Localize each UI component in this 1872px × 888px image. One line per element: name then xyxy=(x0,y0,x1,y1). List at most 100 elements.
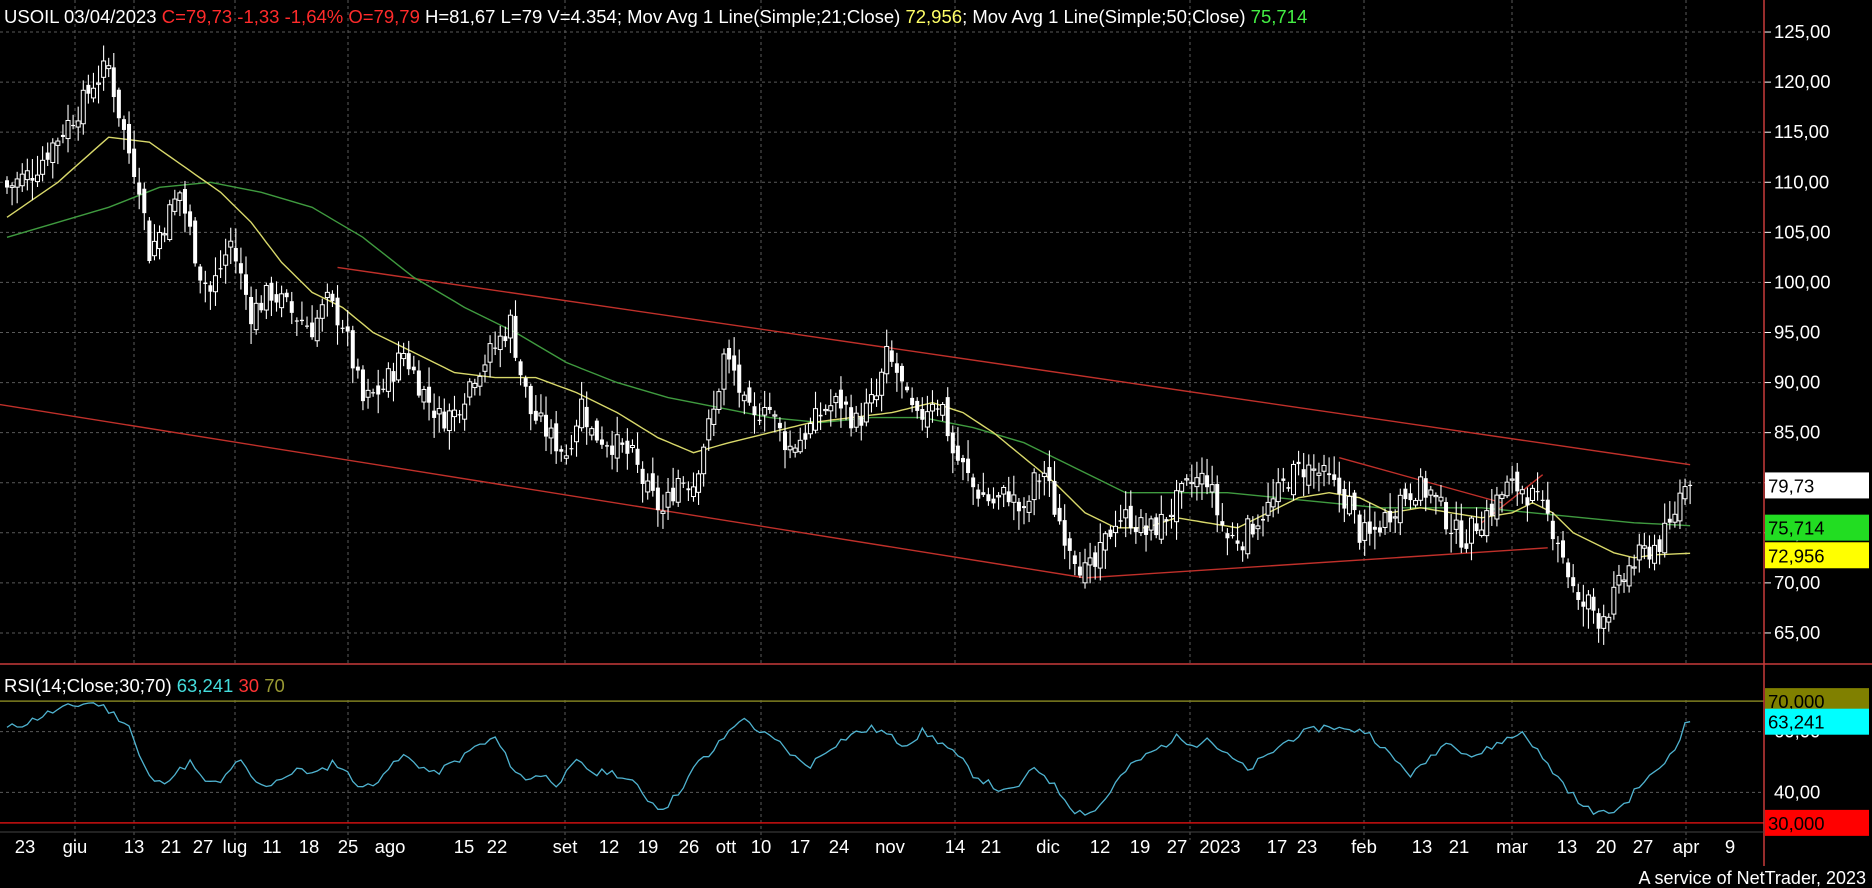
candle-body-up[interactable] xyxy=(711,408,717,425)
candle-body-down[interactable] xyxy=(1225,533,1230,539)
candle-body-down[interactable] xyxy=(1408,493,1413,501)
candle-body-up[interactable] xyxy=(706,418,712,441)
candle-body-down[interactable] xyxy=(310,322,315,338)
candle-body-down[interactable] xyxy=(635,448,640,465)
candle-body-down[interactable] xyxy=(1230,534,1235,537)
candle-body-up[interactable] xyxy=(924,411,930,428)
candle-body-up[interactable] xyxy=(879,371,885,396)
candle-body-up[interactable] xyxy=(787,445,793,451)
candle-body-down[interactable] xyxy=(5,180,9,188)
candle-body-up[interactable] xyxy=(1494,494,1500,520)
candle-body-down[interactable] xyxy=(915,400,920,411)
candle-body-down[interactable] xyxy=(1286,487,1291,489)
candle-body-up[interactable] xyxy=(1504,481,1510,497)
candle-body-up[interactable] xyxy=(1677,492,1683,522)
candle-body-down[interactable] xyxy=(1332,474,1337,480)
candle-body-up[interactable] xyxy=(462,403,468,420)
candle-body-down[interactable] xyxy=(559,449,564,452)
candle-body-up[interactable] xyxy=(1438,496,1444,502)
candle-body-up[interactable] xyxy=(1418,476,1424,501)
candle-body-down[interactable] xyxy=(305,325,310,327)
candle-body-down[interactable] xyxy=(625,440,630,454)
candle-body-up[interactable] xyxy=(446,410,452,432)
candle-body-down[interactable] xyxy=(584,406,589,428)
candle-body-down[interactable] xyxy=(1357,514,1362,543)
candle-body-down[interactable] xyxy=(1022,506,1026,509)
candle-body-up[interactable] xyxy=(548,427,554,439)
candle-body-up[interactable] xyxy=(151,240,157,257)
candle-body-down[interactable] xyxy=(243,274,248,295)
candle-body-down[interactable] xyxy=(986,494,991,502)
candle-body-down[interactable] xyxy=(950,432,955,454)
candle-body-up[interactable] xyxy=(9,185,15,188)
candle-body-up[interactable] xyxy=(1041,472,1047,478)
candle-body-up[interactable] xyxy=(1321,465,1327,472)
candle-body-down[interactable] xyxy=(777,422,782,429)
candle-body-up[interactable] xyxy=(497,335,503,351)
candle-body-down[interactable] xyxy=(513,315,518,358)
candle-body-up[interactable] xyxy=(645,480,651,493)
candle-body-down[interactable] xyxy=(406,353,411,370)
candle-body-up[interactable] xyxy=(579,398,585,429)
candle-body-down[interactable] xyxy=(1423,478,1428,498)
candle-body-up[interactable] xyxy=(1392,516,1398,519)
candle-body-down[interactable] xyxy=(71,124,76,127)
candle-body-down[interactable] xyxy=(1093,552,1098,567)
candle-body-up[interactable] xyxy=(690,486,696,498)
candle-body-down[interactable] xyxy=(747,387,752,403)
candle-body-down[interactable] xyxy=(376,385,381,395)
candle-body-down[interactable] xyxy=(127,123,132,154)
candle-body-up[interactable] xyxy=(929,403,935,412)
candle-body-up[interactable] xyxy=(538,412,544,417)
candle-body-up[interactable] xyxy=(19,173,25,187)
candle-body-up[interactable] xyxy=(1606,616,1612,623)
candle-body-down[interactable] xyxy=(767,406,772,411)
candle-body-up[interactable] xyxy=(1113,525,1119,534)
candle-body-down[interactable] xyxy=(1515,471,1520,492)
candle-body-up[interactable] xyxy=(868,394,874,404)
candle-body-down[interactable] xyxy=(640,468,645,484)
candle-body-up[interactable] xyxy=(482,364,488,372)
candle-body-down[interactable] xyxy=(45,152,50,160)
candle-body-up[interactable] xyxy=(1189,481,1195,485)
candle-body-up[interactable] xyxy=(1316,472,1322,476)
candle-body-up[interactable] xyxy=(589,428,595,436)
candle-body-down[interactable] xyxy=(605,445,610,447)
candle-body-down[interactable] xyxy=(355,366,360,371)
candle-body-down[interactable] xyxy=(116,89,121,119)
candle-body-down[interactable] xyxy=(416,370,421,396)
candle-body-up[interactable] xyxy=(365,389,371,398)
candle-body-up[interactable] xyxy=(1484,510,1490,537)
candle-body-up[interactable] xyxy=(1530,487,1535,501)
candle-body-up[interactable] xyxy=(212,275,218,293)
candle-body-down[interactable] xyxy=(783,431,788,451)
candle-body-up[interactable] xyxy=(1585,594,1591,610)
candle-body-up[interactable] xyxy=(1026,500,1032,513)
candle-body-down[interactable] xyxy=(218,268,223,270)
candle-body-up[interactable] xyxy=(172,198,178,212)
candle-body-up[interactable] xyxy=(314,317,320,342)
candle-body-down[interactable] xyxy=(732,355,737,371)
candle-body-up[interactable] xyxy=(421,388,427,403)
candle-body-down[interactable] xyxy=(335,297,340,326)
candle-body-down[interactable] xyxy=(803,433,808,440)
candlesticks[interactable] xyxy=(5,45,1693,645)
candle-body-down[interactable] xyxy=(503,336,508,342)
candle-body-down[interactable] xyxy=(188,211,193,227)
candle-body-down[interactable] xyxy=(1540,499,1545,501)
candle-body-up[interactable] xyxy=(1087,557,1093,566)
candle-body-up[interactable] xyxy=(1362,522,1368,541)
candle-body-up[interactable] xyxy=(1102,533,1108,551)
candle-body-up[interactable] xyxy=(436,408,442,415)
candle-body-down[interactable] xyxy=(1215,484,1220,516)
candle-body-down[interactable] xyxy=(345,326,350,332)
candle-body-up[interactable] xyxy=(823,408,829,412)
candle-body-up[interactable] xyxy=(1616,574,1622,586)
candle-body-up[interactable] xyxy=(96,82,102,85)
candle-body-up[interactable] xyxy=(228,240,234,248)
candle-body-down[interactable] xyxy=(935,408,940,410)
candle-body-down[interactable] xyxy=(1576,592,1581,600)
candle-body-up[interactable] xyxy=(1001,486,1007,495)
candle-body-up[interactable] xyxy=(75,120,81,128)
candle-body-up[interactable] xyxy=(1636,544,1642,561)
